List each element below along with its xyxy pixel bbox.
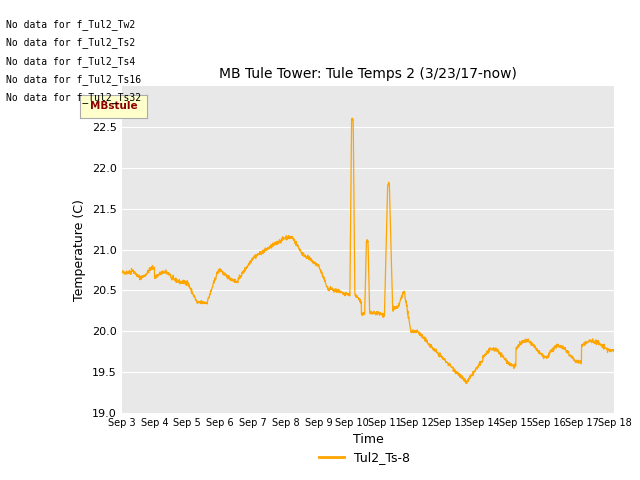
- Y-axis label: Temperature (C): Temperature (C): [74, 199, 86, 300]
- X-axis label: Time: Time: [353, 433, 383, 446]
- Text: No data for f_Tul2_Ts4: No data for f_Tul2_Ts4: [6, 56, 136, 67]
- Text: No data for f_Tul2_Ts16: No data for f_Tul2_Ts16: [6, 74, 141, 85]
- Legend: Tul2_Ts-8: Tul2_Ts-8: [314, 446, 415, 469]
- Text: No data for f_Tul2_Ts32: No data for f_Tul2_Ts32: [6, 92, 141, 103]
- Text: MBstule: MBstule: [90, 101, 138, 111]
- Text: No data for f_Tul2_Ts2: No data for f_Tul2_Ts2: [6, 37, 136, 48]
- Title: MB Tule Tower: Tule Temps 2 (3/23/17-now): MB Tule Tower: Tule Temps 2 (3/23/17-now…: [219, 67, 517, 81]
- Text: No data for f_Tul2_Tw2: No data for f_Tul2_Tw2: [6, 19, 136, 30]
